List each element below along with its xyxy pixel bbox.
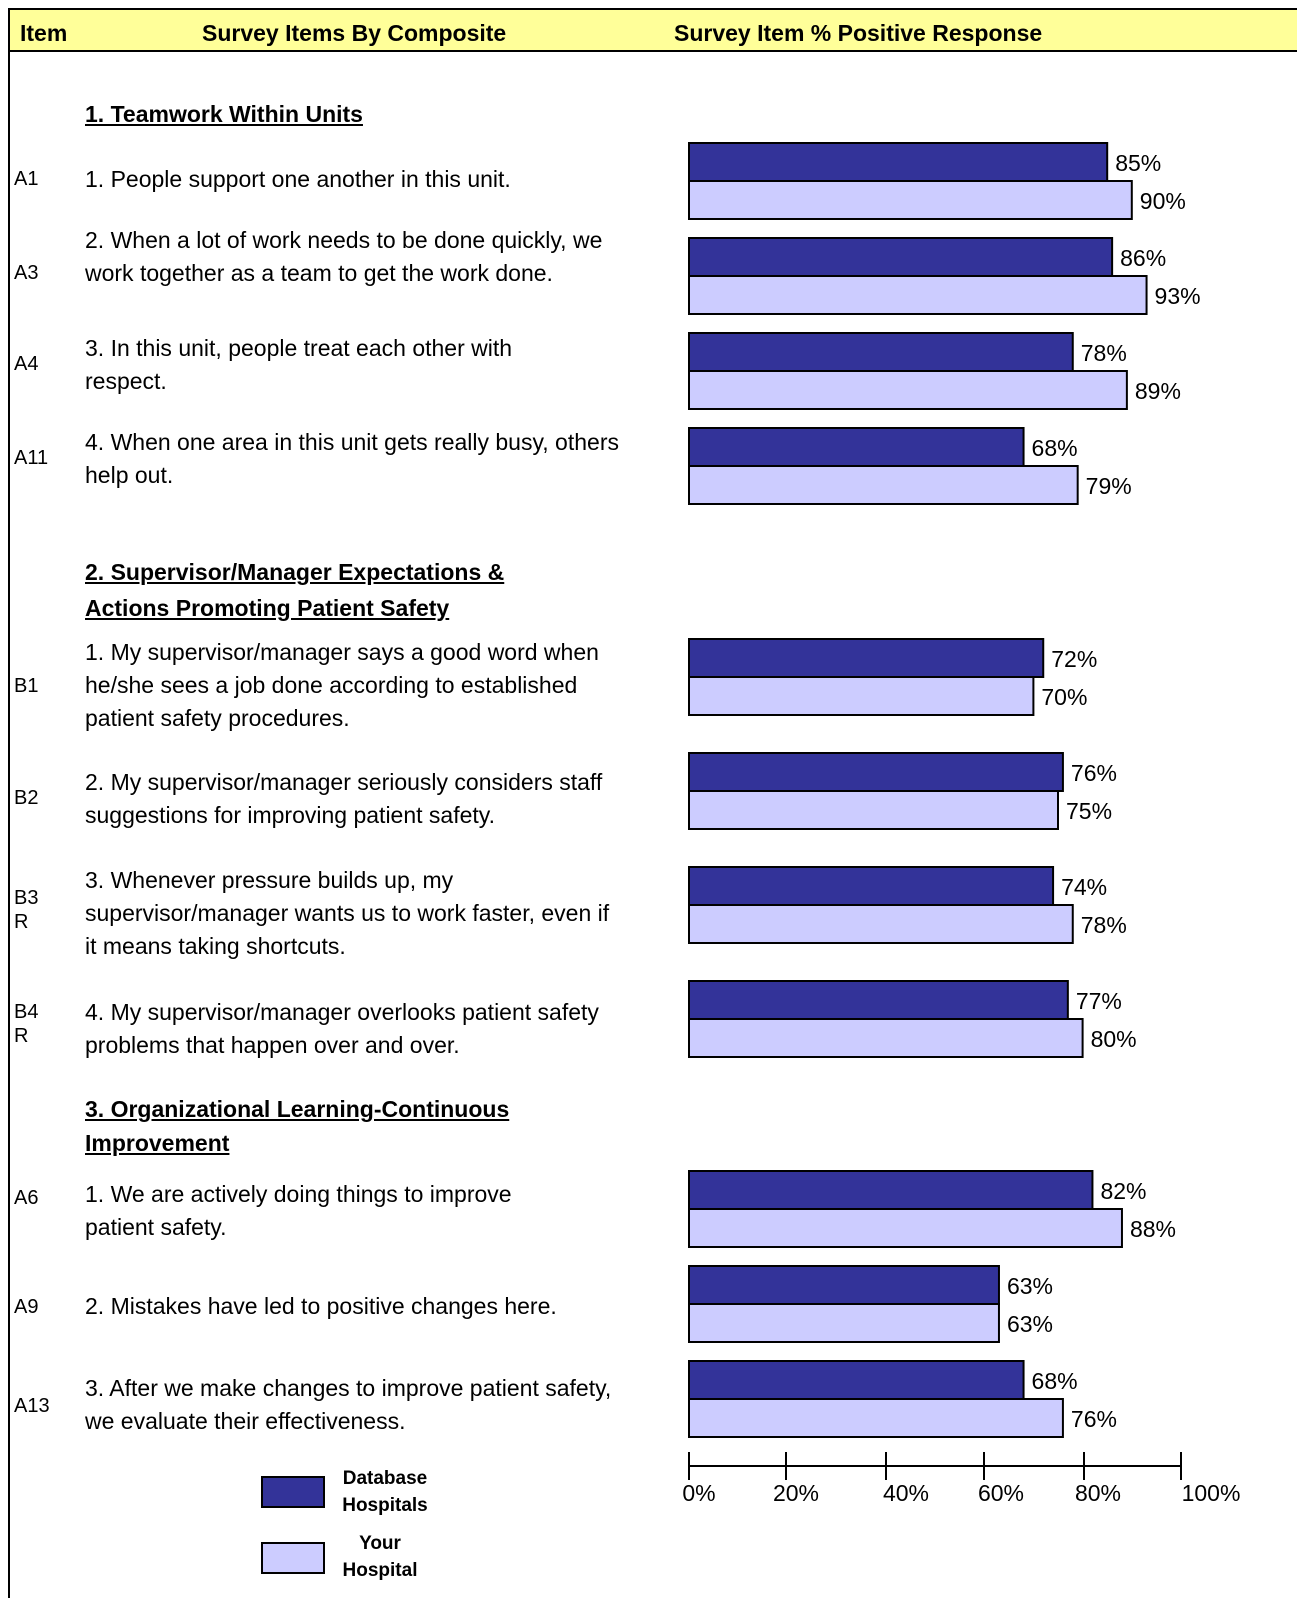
header-percent: Survey Item % Positive Response <box>674 20 1043 46</box>
bar-database-a4 <box>688 332 1074 372</box>
bar-your-a13 <box>688 1398 1064 1438</box>
item-text: 3. In this unit, people treat each other… <box>85 335 513 394</box>
data-label: 74% <box>1061 874 1107 900</box>
legend-label-database: Database Hospitals <box>342 1468 428 1516</box>
bar-database-a11 <box>688 427 1025 467</box>
item-code: B4 R <box>14 1001 39 1047</box>
bar-your-b2 <box>688 790 1059 830</box>
item-code: B2 <box>14 787 39 809</box>
item-text: 3. Whenever pressure builds up, my super… <box>85 867 610 959</box>
data-label: 78% <box>1081 912 1127 938</box>
section-title-teamwork: 1. Teamwork Within Units <box>85 101 363 127</box>
bar-database-a13 <box>688 1360 1025 1400</box>
data-label: 79% <box>1086 473 1132 499</box>
item-text: 1. We are actively doing things to impro… <box>85 1181 512 1240</box>
bar-your-a9 <box>688 1303 1000 1343</box>
item-code: A1 <box>14 168 39 190</box>
bar-database-b2 <box>688 752 1064 792</box>
bar-database-a6 <box>688 1170 1094 1210</box>
data-label: 68% <box>1032 1368 1078 1394</box>
bar-your-a3 <box>688 275 1148 315</box>
bar-database-b1 <box>688 638 1045 678</box>
data-label: 93% <box>1155 283 1201 309</box>
legend-swatch-database <box>261 1476 325 1508</box>
item-text: 2. Mistakes have led to positive changes… <box>85 1293 557 1319</box>
table-header: Item Survey Items By Composite Survey It… <box>10 10 1297 52</box>
data-label: 76% <box>1071 760 1117 786</box>
bar-database-b4r <box>688 980 1069 1020</box>
bar-database-b3r <box>688 866 1055 906</box>
legend-label-your: Your Hospital <box>342 1533 418 1581</box>
data-label: 90% <box>1140 188 1186 214</box>
data-label: 63% <box>1007 1273 1053 1299</box>
item-code: A13 <box>14 1395 50 1417</box>
bar-your-b4r <box>688 1018 1084 1058</box>
item-code: A3 <box>14 262 39 284</box>
bar-your-b3r <box>688 904 1074 944</box>
item-text: 2. My supervisor/manager seriously consi… <box>85 769 603 828</box>
x-tick-label: 60% <box>978 1480 1024 1506</box>
item-text: 4. When one area in this unit gets reall… <box>85 429 619 488</box>
section-title-learning: 3. Organizational Learning-Continuous Im… <box>85 1096 510 1156</box>
bar-your-a6 <box>688 1208 1123 1248</box>
item-text: 1. My supervisor/manager says a good wor… <box>85 639 599 731</box>
bar-your-a4 <box>688 370 1128 410</box>
bar-your-b1 <box>688 676 1035 716</box>
data-label: 63% <box>1007 1311 1053 1337</box>
bar-database-a9 <box>688 1265 1000 1305</box>
x-tick-label: 80% <box>1075 1480 1121 1506</box>
data-label: 70% <box>1041 684 1087 710</box>
data-label: 68% <box>1032 435 1078 461</box>
item-text: 1. People support one another in this un… <box>85 166 511 192</box>
data-label: 88% <box>1130 1216 1176 1242</box>
bar-database-a1 <box>688 142 1109 182</box>
x-tick-label: 100% <box>1182 1480 1241 1506</box>
data-label: 80% <box>1091 1026 1137 1052</box>
x-tick-label: 0% <box>682 1480 715 1506</box>
item-code: B3 R <box>14 887 39 933</box>
item-text: 3. After we make changes to improve pati… <box>85 1375 612 1434</box>
data-label: 75% <box>1066 798 1112 824</box>
header-item: Item <box>20 20 68 46</box>
data-label: 78% <box>1081 340 1127 366</box>
item-code: A11 <box>14 447 49 469</box>
item-text: 2. When a lot of work needs to be done q… <box>85 227 603 286</box>
item-code: A9 <box>14 1296 39 1318</box>
data-label: 85% <box>1115 150 1161 176</box>
bar-your-a11 <box>688 465 1079 505</box>
data-label: 72% <box>1051 646 1097 672</box>
legend-swatch-your <box>261 1542 325 1574</box>
data-label: 76% <box>1071 1406 1117 1432</box>
report-frame <box>8 8 1297 1598</box>
bar-database-a3 <box>688 237 1114 277</box>
data-label: 77% <box>1076 988 1122 1014</box>
x-tick-label: 20% <box>773 1480 819 1506</box>
data-label: 82% <box>1100 1178 1146 1204</box>
item-code: B1 <box>14 675 39 697</box>
data-label: 86% <box>1120 245 1166 271</box>
item-code: A6 <box>14 1187 39 1209</box>
item-text: 4. My supervisor/manager overlooks patie… <box>85 999 599 1058</box>
bar-your-a1 <box>688 180 1133 220</box>
section-title-supervisor: 2. Supervisor/Manager Expectations & Act… <box>85 559 505 621</box>
x-tick-label: 40% <box>883 1480 929 1506</box>
header-composite: Survey Items By Composite <box>202 20 507 46</box>
data-label: 89% <box>1135 378 1181 404</box>
item-code: A4 <box>14 353 39 375</box>
